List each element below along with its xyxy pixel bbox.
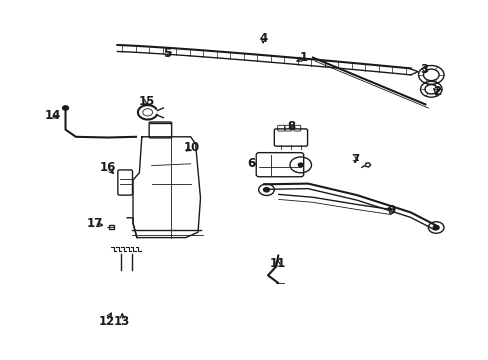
Circle shape [298,163,303,167]
Text: 5: 5 [163,47,171,60]
Text: 11: 11 [269,257,285,270]
Text: 13: 13 [114,315,130,328]
Text: 6: 6 [247,157,255,170]
Text: 2: 2 [433,85,441,98]
Text: 9: 9 [386,204,394,217]
Circle shape [432,225,438,230]
Text: 3: 3 [420,63,427,76]
Circle shape [62,106,68,110]
Text: 7: 7 [350,153,358,166]
Text: 15: 15 [138,95,155,108]
Text: 10: 10 [183,141,200,154]
Circle shape [263,188,269,192]
Text: 14: 14 [44,109,61,122]
Text: 4: 4 [259,32,266,45]
Text: 16: 16 [99,161,116,174]
Text: 8: 8 [287,120,295,133]
Text: 1: 1 [300,51,307,64]
Text: 17: 17 [86,217,103,230]
Text: 12: 12 [98,315,115,328]
